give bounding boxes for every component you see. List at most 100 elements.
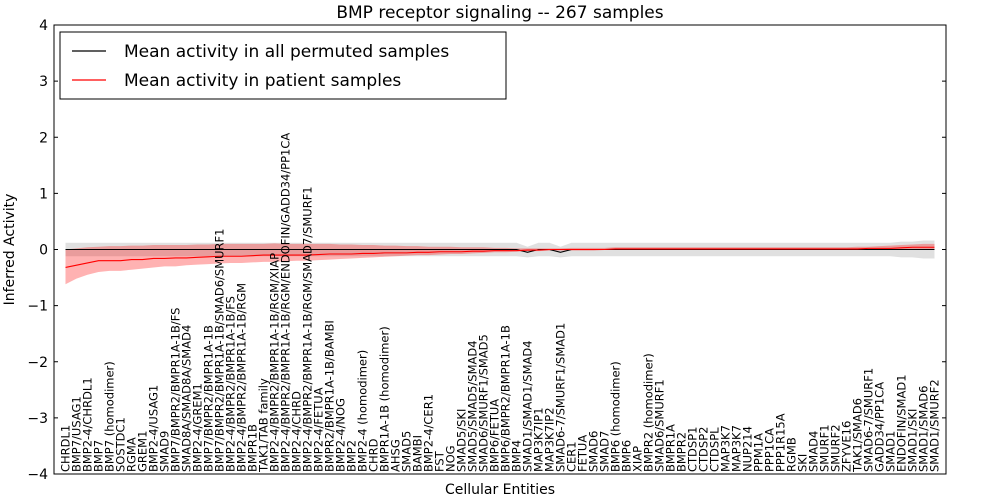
legend-label-permuted: Mean activity in all permuted samples xyxy=(124,42,449,62)
x-category-label: SMAD5/SKI xyxy=(455,409,469,472)
x-category-label: SMAD1/SKI xyxy=(906,409,920,472)
x-category-label: SMAD6-7/SMURF1 xyxy=(862,368,876,472)
y-tick-label: 4 xyxy=(39,18,48,34)
x-category-label: SMAD5 xyxy=(400,431,414,472)
x-category-label: SKI xyxy=(796,454,810,472)
x-category-label: BMP2-4/CHRD xyxy=(290,391,304,472)
x-category-label: FST xyxy=(433,450,447,472)
x-category-label: SMAD1/SMAD6 xyxy=(917,386,931,472)
x-category-label: MAP3K7 xyxy=(719,425,733,472)
x-category-label: PPP1CA xyxy=(763,428,777,472)
x-category-label: CHRDL1 xyxy=(59,425,73,472)
x-category-label: BMP2-4/GREM1 xyxy=(191,383,205,472)
x-category-label: BMP6/FETUA xyxy=(488,399,502,472)
x-category-label: SMAD4 xyxy=(807,431,821,472)
x-category-label: BMP7 (homodimer) xyxy=(103,361,117,472)
x-category-label: MAP3K7IP1 xyxy=(532,407,546,472)
x-category-label: PPM1A xyxy=(752,433,766,472)
x-category-label: ENDOFIN/SMAD1 xyxy=(895,374,909,472)
x-category-label: SMAD6/SMURF1/SMAD5 xyxy=(477,334,491,472)
x-category-label: AHSG xyxy=(389,439,403,472)
x-category-label: BMP2-4/BMPR2/BMPR1A-1B/RGM/XIAP xyxy=(268,253,282,472)
x-category-label: BMP6/BMPR2/BMPR1A-1B xyxy=(499,325,513,472)
x-category-label: BMP2-4/BMPR2/BMPR1A-1B/RGM/ENDOFIN/GADD3… xyxy=(279,133,293,472)
x-category-label: SOSTDC1 xyxy=(114,417,128,472)
x-category-label: BAMBI xyxy=(411,435,425,472)
x-category-label: SMURF1 xyxy=(818,424,832,472)
y-tick-label: −2 xyxy=(27,355,48,371)
x-category-label: BMP6 (homodimer) xyxy=(609,361,623,472)
x-category-label: SMAD1/SMAD1/SMAD4 xyxy=(521,340,535,472)
x-category-label: BMP6 xyxy=(620,440,634,472)
x-category-label: SMAD1/SMURF2 xyxy=(928,379,942,472)
x-category-label: SMAD6-7/SMURF1/SMAD1 xyxy=(554,323,568,472)
patient-mean-line xyxy=(65,246,935,268)
x-category-label: PPP1R15A xyxy=(774,413,788,472)
x-category-label: BMP2-4/USAG1 xyxy=(147,385,161,472)
x-category-label: CER1 xyxy=(565,441,579,472)
x-axis-label: Cellular Entities xyxy=(445,482,555,498)
x-category-label: BMPR1B xyxy=(246,424,260,472)
x-category-label: TAK1/SMAD6 xyxy=(851,398,865,473)
x-category-label: BMPR1A-1B (homodimer) xyxy=(378,326,392,472)
x-category-label: FETUA xyxy=(576,435,590,472)
legend-box xyxy=(59,31,507,100)
x-category-label: CTDSPL xyxy=(708,427,722,472)
x-category-label: BMP4 xyxy=(510,440,524,472)
x-category-label: SMAD9 xyxy=(158,431,172,472)
x-category-label: BMP2-4/BMPR2/BMPR1A-1B/RGM/SMAD7/SMURF1 xyxy=(301,186,315,472)
x-category-label: SMAD6 xyxy=(587,431,601,472)
x-category-label: BMP2 xyxy=(345,440,359,472)
x-category-label: ZFYVE16 xyxy=(840,421,854,472)
x-category-label: CHRD xyxy=(367,438,381,472)
x-category-label: BMP2-4/CHRDL1 xyxy=(81,377,95,472)
x-category-label: MAP3K7IP2 xyxy=(543,407,557,472)
x-category-label: SMURF2 xyxy=(829,424,843,472)
legend: Mean activity in all permuted samples Me… xyxy=(59,31,507,100)
x-category-label: BMP2-4/NOG xyxy=(334,398,348,472)
y-tick-label: 3 xyxy=(39,74,48,90)
x-category-label: CTDSP1 xyxy=(686,427,700,472)
x-category-label: SMAD1 xyxy=(884,431,898,472)
x-category-label: GREM1 xyxy=(136,431,150,472)
x-category-label: MAP3K7 xyxy=(730,425,744,472)
x-category-label: CTDSP2 xyxy=(697,427,711,472)
y-tick-label: 2 xyxy=(39,130,48,146)
y-tick-label: −4 xyxy=(27,467,48,483)
mean-lines xyxy=(65,246,935,268)
x-category-label: SMAD7 xyxy=(598,431,612,472)
x-category-label: SMAD6/SMURF1 xyxy=(653,379,667,472)
confidence-bands xyxy=(65,240,935,285)
x-category-label: BMP2-4/BMPR2/BMPR1A-1B/RGM xyxy=(235,283,249,472)
x-category-label: BMP2-4/CER1 xyxy=(422,394,436,472)
plot-frame xyxy=(53,24,947,475)
y-tick-label: 1 xyxy=(39,186,48,202)
y-tick-label: 0 xyxy=(39,243,48,259)
x-category-label: TAK1/TAB family xyxy=(257,378,271,473)
x-category-label: BMP2-4/FETUA xyxy=(312,387,326,472)
x-category-label: BMP7/BMPR2/BMPR1A-1B/SMAD6/SMURF1 xyxy=(213,229,227,472)
x-category-label: BMP2-4/BMPR2/BMPR1A-1B/FS xyxy=(224,296,238,472)
x-category-label: BMP7/USAG1 xyxy=(70,396,84,472)
y-axis-ticks: 4 3 2 1 0 −1 −2 −3 −4 xyxy=(27,18,946,483)
x-category-label: BMP7/BMPR2/BMPR1A-1B/FS xyxy=(169,308,183,472)
x-category-label: NUP214 xyxy=(741,426,755,472)
x-category-label: SMAD8A/SMAD8A/SMAD4 xyxy=(180,325,194,472)
chart-title: BMP receptor signaling -- 267 samples xyxy=(336,3,663,23)
x-category-label: BMP2-4 (homodimer) xyxy=(356,350,370,472)
x-category-label: BMPR1A xyxy=(664,424,678,472)
x-category-label: SMAD5/SMAD5/SMAD4 xyxy=(466,340,480,472)
x-category-label: BMP7 xyxy=(92,440,106,472)
x-category-label: NOG xyxy=(444,445,458,472)
y-tick-label: −3 xyxy=(27,411,48,427)
x-category-label: BMP7/BMPR2/BMPR1A-1B xyxy=(202,325,216,472)
x-category-label: RGMB xyxy=(785,437,799,472)
patient-confidence-band xyxy=(65,243,935,285)
x-category-label: GADD34/PP1CA xyxy=(873,382,887,472)
y-axis-label: Inferred Activity xyxy=(2,194,18,306)
permuted-mean-line xyxy=(65,248,935,253)
x-category-label: BMPR2/BMPR1A-1B/BAMBI xyxy=(323,320,337,472)
y-tick-label: −1 xyxy=(27,299,48,315)
x-category-label: RGMA xyxy=(125,437,139,472)
